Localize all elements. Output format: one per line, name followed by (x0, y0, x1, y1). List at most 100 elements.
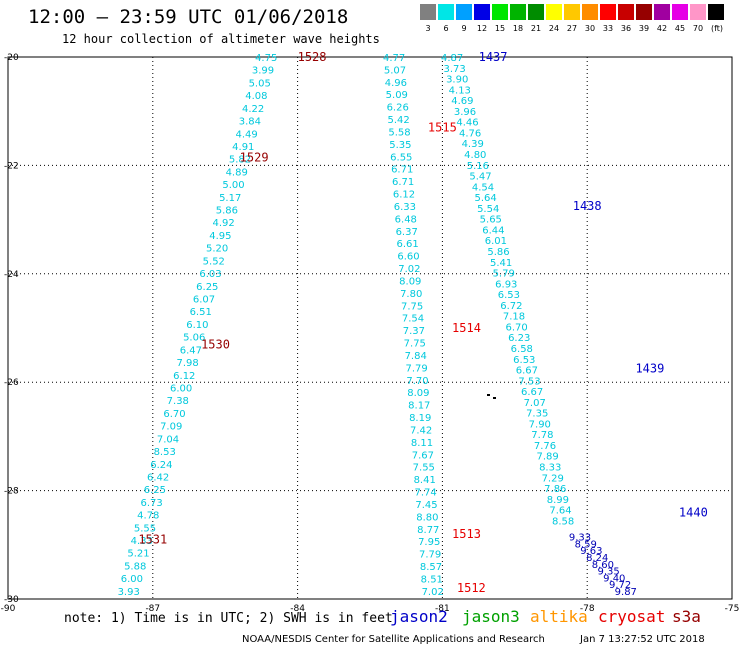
lon-tick-label: -75 (725, 604, 740, 614)
wave-height-value: 4.08 (245, 91, 267, 102)
legend-swatch (690, 4, 706, 20)
legend-swatch (492, 4, 508, 20)
wave-height-value: 4.22 (242, 104, 264, 115)
wave-height-value: 6.93 (495, 279, 517, 290)
wave-height-value: 7.67 (412, 450, 434, 461)
legend-swatch (654, 4, 670, 20)
wave-height-value: 7.89 (536, 452, 558, 463)
legend-swatch (636, 4, 652, 20)
wave-height-value: 5.05 (249, 78, 271, 89)
pass-labels: 1528 1529 1530 1531 1437 1438 1439 1440 1515 1514… (138, 50, 707, 595)
wave-height-value: 4.91 (232, 142, 254, 153)
wave-height-value: 6.12 (393, 190, 415, 201)
wave-height-value: 5.35 (389, 140, 411, 151)
lat-tick-label: -20 (4, 53, 19, 63)
wave-height-value: 9.72 (609, 580, 631, 591)
wave-height-value: 6.67 (521, 387, 543, 398)
legend-label: 18 (512, 24, 524, 33)
wave-height-value: 7.45 (415, 500, 437, 511)
lon-tick-label: -90 (1, 604, 16, 614)
wave-height-value: 4.92 (212, 218, 234, 229)
pass-number: 1437 (479, 50, 508, 64)
wave-height-value: 4.69 (451, 96, 473, 107)
pass-number: 1515 (428, 120, 457, 134)
wave-height-value: 6.55 (390, 152, 412, 163)
wave-height-value: 5.07 (384, 65, 406, 76)
wave-height-value: 7.79 (405, 363, 427, 374)
pass-number: 1440 (679, 505, 708, 519)
wave-height-value: 7.38 (167, 396, 189, 407)
wave-height-value: 4.46 (456, 118, 478, 129)
lon-tick-label: -78 (580, 604, 595, 614)
grid (8, 57, 732, 599)
wave-height-value: 3.84 (239, 117, 261, 128)
legend-label: 12 (476, 24, 488, 33)
wave-height-value: 6.60 (397, 252, 419, 263)
wave-height-value: 9.87 (615, 587, 637, 598)
wave-height-value: 5.00 (222, 180, 244, 191)
wave-height-value: 5.16 (467, 161, 489, 172)
wave-height-value: 6.24 (150, 460, 172, 471)
legend-label: 9 (461, 24, 467, 33)
wave-height-value: 6.53 (498, 290, 520, 301)
pass-number: 1513 (452, 527, 481, 541)
pass-number: 1438 (573, 199, 602, 213)
wave-height-value: 7.95 (418, 537, 440, 548)
axis-labels: -90 -87 -84 -81 -78 -75 -20 -22 -24 -26 -28 -30 (1, 53, 740, 614)
wave-height-value: 4.87 (441, 53, 463, 64)
wave-height-value: 6.10 (186, 320, 208, 331)
wave-height-value: 5.47 (469, 172, 491, 183)
wave-height-value: 7.09 (160, 422, 182, 433)
wave-height-value: 8.11 (411, 438, 433, 449)
wave-height-value: 6.61 (396, 239, 418, 250)
legend-swatch (438, 4, 454, 20)
wave-height-value: 6.25 (144, 485, 166, 496)
wave-height-value: 7.75 (401, 301, 423, 312)
wave-height-value: 4.78 (137, 511, 159, 522)
wave-height-value: 7.18 (503, 312, 525, 323)
wave-height-value: 4.77 (383, 53, 405, 64)
wave-height-value: 6.00 (170, 384, 192, 395)
wave-height-value: 8.80 (416, 512, 438, 523)
lon-tick-label: -84 (290, 604, 305, 614)
legend-swatch (546, 4, 562, 20)
lon-tick-label: -81 (435, 604, 450, 614)
satellite-name: cryosat (598, 607, 666, 626)
wave-height-value: 4.76 (459, 128, 481, 139)
wave-height-value: 3.73 (443, 64, 465, 75)
wave-height-value: 7.70 (406, 376, 428, 387)
wave-height-value: 5.58 (388, 128, 410, 139)
wave-height-value: 8.59 (575, 539, 597, 550)
legend-label: 27 (566, 24, 578, 33)
lon-tick-label: -87 (145, 604, 160, 614)
wave-height-value: 6.71 (391, 165, 413, 176)
wave-height-value: 7.74 (414, 488, 436, 499)
footer-timestamp: Jan 7 13:27:52 UTC 2018 (580, 634, 705, 645)
satellite-name: jason2 (390, 607, 448, 626)
wave-height-value: 9.63 (580, 546, 602, 557)
wave-height-value: 8.58 (552, 516, 574, 527)
legend-label: 39 (638, 24, 650, 33)
wave-height-value: 6.70 (505, 322, 527, 333)
wave-height-value: 7.80 (400, 289, 422, 300)
wave-height-value: 6.42 (147, 473, 169, 484)
wave-height-value: 8.17 (408, 401, 430, 412)
wave-height-value: 6.58 (511, 344, 533, 355)
land-speck (493, 397, 496, 399)
satellite-name: jason3 (462, 607, 520, 626)
wave-height-value: 7.35 (526, 409, 548, 420)
wave-height-value: 9.35 (597, 567, 619, 578)
wave-height-value: 7.75 (404, 339, 426, 350)
map-frame (7, 56, 733, 600)
wave-height-value: 7.55 (413, 463, 435, 474)
legend-swatch (420, 4, 436, 20)
wave-height-value: 5.52 (203, 256, 225, 267)
wave-height-value: 8.41 (414, 475, 436, 486)
wave-height-value: 3.93 (118, 587, 140, 598)
pass-number: 1531 (138, 532, 167, 546)
wave-height-value: 8.33 (539, 463, 561, 474)
wave-height-value: 7.86 (544, 484, 566, 495)
wave-height-value: 7.98 (176, 358, 198, 369)
legend-swatch (510, 4, 526, 20)
